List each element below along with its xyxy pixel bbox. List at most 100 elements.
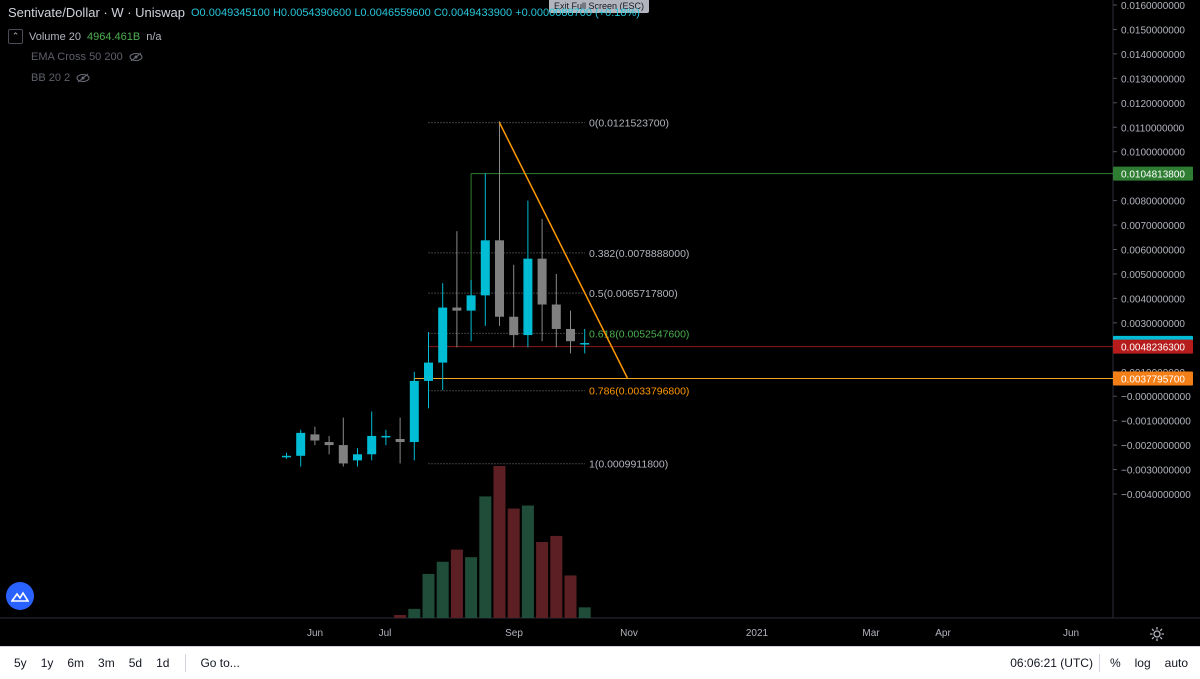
- time-tick-label: Apr: [935, 628, 951, 639]
- volume-bar: [450, 549, 463, 618]
- candle-body: [466, 295, 476, 311]
- volume-bar: [493, 466, 506, 618]
- candle-body: [296, 432, 306, 456]
- candle-body: [452, 307, 462, 311]
- candle-body: [551, 304, 561, 329]
- candle-body: [409, 380, 419, 443]
- price-tick-label: 0.0100000000: [1121, 148, 1185, 159]
- goto-button[interactable]: Go to...: [200, 656, 240, 670]
- price-label-background: [1113, 339, 1193, 354]
- range-button-3m[interactable]: 3m: [98, 656, 115, 670]
- candle-body: [395, 438, 405, 443]
- price-tick-label: 0.0150000000: [1121, 25, 1185, 36]
- price-label-text: 0.0048236300: [1121, 343, 1185, 354]
- candle-body: [353, 454, 362, 461]
- price-tick-label: 0.0140000000: [1121, 50, 1185, 61]
- price-tick-label: −0.0000000000: [1121, 392, 1191, 403]
- utc-clock[interactable]: 06:06:21 (UTC): [1010, 656, 1093, 670]
- divider: [1098, 654, 1100, 672]
- volume-bar: [564, 575, 577, 618]
- price-label-text: 0.0104813800: [1121, 170, 1185, 181]
- range-button-5y[interactable]: 5y: [14, 656, 27, 670]
- candle-body: [495, 240, 504, 317]
- candle-body: [509, 316, 519, 336]
- candle-body: [282, 455, 291, 458]
- volume-bar: [408, 608, 421, 618]
- price-tick-label: 0.0110000000: [1121, 123, 1185, 134]
- time-tick-label: Sep: [505, 628, 523, 639]
- candle-body: [566, 328, 575, 342]
- candle-body: [480, 240, 490, 296]
- collapse-legend-icon[interactable]: ⌃: [8, 29, 23, 44]
- eye-hidden-icon[interactable]: [129, 52, 143, 62]
- fib-level-label: 0.5(0.0065717800): [589, 288, 678, 300]
- eye-hidden-icon[interactable]: [76, 73, 90, 83]
- price-tick-label: −0.0020000000: [1121, 441, 1191, 452]
- bb-legend: BB 20 2: [31, 72, 90, 84]
- volume-bar: [479, 496, 492, 618]
- volume-legend: ⌃ Volume 20 4964.461B n/a: [8, 29, 162, 44]
- tradingview-logo-icon[interactable]: [6, 582, 34, 610]
- auto-toggle[interactable]: auto: [1164, 656, 1188, 670]
- price-tick-label: 0.0160000000: [1121, 1, 1185, 12]
- candle-body: [367, 435, 377, 455]
- price-tick-label: 0.0060000000: [1121, 246, 1185, 257]
- volume-bar: [578, 607, 591, 618]
- time-tick-label: Nov: [620, 628, 638, 639]
- price-tick-label: 0.0130000000: [1121, 74, 1185, 85]
- candle-body: [580, 343, 590, 345]
- price-tick-label: −0.0030000000: [1121, 466, 1191, 477]
- time-tick-label: Jul: [379, 628, 392, 639]
- price-tick-label: 0.0030000000: [1121, 319, 1185, 330]
- price-tick-label: −0.0010000000: [1121, 417, 1191, 428]
- time-tick-label: Mar: [862, 628, 880, 639]
- candle-body: [424, 362, 433, 381]
- volume-value: 4964.461B: [86, 30, 141, 43]
- time-tick-label: 2021: [746, 628, 769, 639]
- fib-level-label: 0.786(0.0033796800): [589, 386, 689, 398]
- candle-body: [324, 442, 334, 446]
- time-tick-label: Jun: [307, 628, 323, 639]
- percent-toggle[interactable]: %: [1109, 656, 1121, 670]
- candle-body: [537, 258, 547, 305]
- fib-level-label: 0(0.0121523700): [589, 118, 669, 130]
- ema-label: EMA Cross 50 200: [31, 51, 123, 63]
- candle-body: [338, 445, 348, 464]
- volume-bar: [521, 505, 534, 618]
- price-label-text: 0.0037795700: [1121, 374, 1185, 385]
- log-toggle[interactable]: log: [1134, 656, 1151, 670]
- candle-body: [523, 258, 533, 336]
- divider: [185, 654, 187, 672]
- price-tick-label: 0.0040000000: [1121, 294, 1185, 305]
- symbol-legend: Sentivate/Dollar · W · Uniswap O0.004934…: [8, 5, 640, 20]
- price-tick-label: 0.0070000000: [1121, 221, 1185, 232]
- range-button-6m[interactable]: 6m: [67, 656, 85, 670]
- range-buttons: 5y 1y 6m 3m 5d 1d: [14, 656, 169, 670]
- bottom-toolbar: 5y 1y 6m 3m 5d 1d Go to... 06:06:21 (UTC) % l…: [0, 646, 1200, 679]
- price-label-background: [1113, 371, 1193, 386]
- volume-bar: [465, 557, 478, 618]
- trend-line: [498, 122, 628, 379]
- price-chart[interactable]: 0.0160000000 0.0150000000 0.0140000000 0.01…: [0, 0, 1200, 646]
- volume-bar: [422, 573, 435, 618]
- gear-icon[interactable]: [1149, 626, 1165, 642]
- ohlc-values: O0.0049345100 H0.0054390600 L0.004655960…: [191, 6, 640, 19]
- volume-bar: [394, 614, 407, 618]
- volume-bar: [507, 508, 520, 618]
- volume-bar: [436, 561, 449, 618]
- fib-level-label: 1(0.0009911800): [589, 459, 668, 471]
- range-button-1y[interactable]: 1y: [40, 656, 54, 670]
- candle-body: [381, 435, 391, 438]
- ema-legend: EMA Cross 50 200: [31, 51, 143, 63]
- exit-fullscreen-tooltip: Exit Full Screen (ESC): [549, 0, 649, 13]
- price-tick-label: 0.0120000000: [1121, 99, 1185, 110]
- fib-level-label: 0.382(0.0078888000): [589, 248, 689, 260]
- time-tick-label: Jun: [1063, 628, 1079, 639]
- fib-level-label: 0.618(0.0052547600): [589, 328, 689, 340]
- volume-label: Volume 20: [29, 30, 81, 43]
- volume-bar: [550, 535, 563, 618]
- price-tick-label: −0.0040000000: [1121, 490, 1191, 501]
- range-button-5d[interactable]: 5d: [128, 656, 143, 670]
- price-tick-label: 0.0080000000: [1121, 197, 1185, 208]
- range-button-1d[interactable]: 1d: [156, 656, 170, 670]
